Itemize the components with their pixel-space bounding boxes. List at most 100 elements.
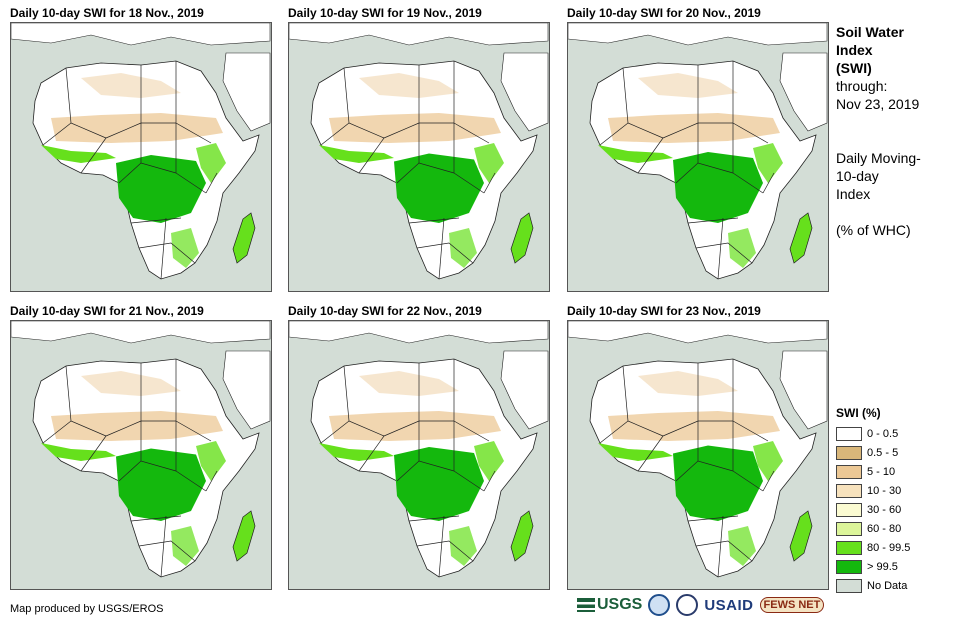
country-border bbox=[205, 172, 218, 194]
legend-item: No Data bbox=[836, 576, 961, 595]
legend-swatch bbox=[836, 521, 862, 536]
country-border bbox=[416, 242, 474, 264]
usaid-logo: USAID bbox=[704, 596, 754, 614]
wet-east-africa-area bbox=[753, 441, 783, 481]
country-border bbox=[130, 515, 182, 522]
legend-label: No Data bbox=[867, 579, 908, 592]
saturated-congo-area bbox=[116, 448, 206, 521]
country-border bbox=[175, 122, 212, 144]
africa-map bbox=[567, 22, 829, 292]
country-border bbox=[160, 217, 167, 280]
arabia-landmass bbox=[222, 52, 271, 132]
legend-label: 80 - 99.5 bbox=[867, 541, 911, 554]
dry-sahel-area bbox=[51, 411, 223, 441]
madagascar bbox=[510, 212, 534, 264]
country-border bbox=[130, 217, 182, 224]
wet-east-africa-area bbox=[474, 441, 504, 481]
side-title-line: (SWI) bbox=[836, 60, 872, 76]
arabia-landmass bbox=[779, 350, 828, 430]
country-border bbox=[599, 420, 629, 444]
country-border bbox=[408, 515, 460, 522]
panel-title: Daily 10-day SWI for 18 Nov., 2019 bbox=[10, 6, 204, 20]
saturated-congo-area bbox=[116, 155, 206, 223]
country-border bbox=[320, 420, 350, 444]
desc-line: Index bbox=[836, 186, 871, 202]
country-border bbox=[175, 470, 207, 492]
legend-swatch bbox=[836, 559, 862, 574]
usgs-wave-icon bbox=[577, 598, 595, 612]
panel-title: Daily 10-day SWI for 20 Nov., 2019 bbox=[567, 6, 761, 20]
legend-label: 5 - 10 bbox=[867, 465, 896, 478]
dry-sahel-area bbox=[329, 113, 501, 143]
saturated-congo-area bbox=[394, 447, 484, 521]
country-border bbox=[42, 122, 72, 146]
index-description: Soil Water Index (SWI) through: Nov 23, … bbox=[836, 23, 961, 239]
country-border bbox=[138, 242, 196, 264]
wet-coastal-area bbox=[41, 443, 116, 461]
europe-landmass bbox=[11, 321, 271, 344]
country-border bbox=[175, 172, 207, 194]
usgs-logo: USGS bbox=[577, 596, 642, 614]
saturated-congo-area bbox=[673, 152, 763, 223]
africa-map bbox=[10, 320, 272, 590]
arabia-landmass bbox=[222, 350, 271, 430]
wet-east-africa-area bbox=[196, 441, 226, 481]
legend-item: 80 - 99.5 bbox=[836, 538, 961, 557]
panel-title: Daily 10-day SWI for 22 Nov., 2019 bbox=[288, 304, 482, 318]
fews-net-logo: FEWS NET bbox=[759, 597, 825, 613]
country-border bbox=[358, 435, 385, 472]
country-border bbox=[160, 515, 167, 578]
side-title-line: Index bbox=[836, 42, 873, 58]
legend-item: 60 - 80 bbox=[836, 519, 961, 538]
panel-title: Daily 10-day SWI for 21 Nov., 2019 bbox=[10, 304, 204, 318]
wet-east-africa-area bbox=[196, 143, 226, 183]
legend-swatch bbox=[836, 426, 862, 441]
saturated-congo-area bbox=[394, 153, 484, 223]
desc-line: 10-day bbox=[836, 168, 879, 184]
wet-coastal-area bbox=[598, 145, 673, 163]
map-svg bbox=[568, 321, 828, 589]
map-svg bbox=[11, 321, 271, 589]
country-border bbox=[732, 420, 769, 442]
country-border bbox=[438, 217, 445, 280]
side-title-line: Soil Water bbox=[836, 24, 904, 40]
country-border bbox=[732, 172, 764, 194]
madagascar bbox=[510, 510, 534, 562]
through-label: through: bbox=[836, 78, 888, 94]
legend-swatch bbox=[836, 540, 862, 555]
legend-item: 0.5 - 5 bbox=[836, 443, 961, 462]
dry-sahara-patches bbox=[359, 73, 459, 98]
dry-sahel-area bbox=[51, 113, 223, 143]
units-label: (% of WHC) bbox=[836, 222, 911, 238]
arabia-landmass bbox=[500, 52, 549, 132]
country-border bbox=[205, 470, 218, 492]
legend-item: 0 - 0.5 bbox=[836, 424, 961, 443]
dry-sahara-patches bbox=[359, 371, 459, 396]
country-border bbox=[599, 122, 629, 146]
legend-label: 60 - 80 bbox=[867, 522, 902, 535]
country-border bbox=[453, 420, 490, 442]
country-border bbox=[717, 217, 724, 280]
map-svg bbox=[289, 321, 549, 589]
arabia-landmass bbox=[500, 350, 549, 430]
country-border bbox=[637, 137, 664, 174]
europe-landmass bbox=[568, 23, 828, 46]
noaa-seal-icon bbox=[648, 594, 671, 616]
europe-landmass bbox=[289, 23, 549, 46]
country-border bbox=[138, 540, 196, 562]
wet-coastal-area bbox=[598, 443, 673, 461]
wet-east-africa-area bbox=[474, 143, 504, 183]
legend-item: 5 - 10 bbox=[836, 462, 961, 481]
country-border bbox=[637, 435, 664, 472]
country-border bbox=[695, 242, 753, 264]
map-credit: Map produced by USGS/EROS bbox=[10, 603, 164, 615]
through-date: Nov 23, 2019 bbox=[836, 96, 920, 112]
country-border bbox=[483, 172, 496, 194]
map-svg bbox=[11, 23, 271, 291]
dry-sahel-area bbox=[608, 113, 780, 143]
dry-sahel-area bbox=[608, 411, 780, 441]
country-border bbox=[717, 515, 724, 578]
nasa-seal-icon bbox=[676, 594, 699, 616]
wet-coastal-area bbox=[319, 443, 394, 461]
country-border bbox=[175, 420, 212, 442]
